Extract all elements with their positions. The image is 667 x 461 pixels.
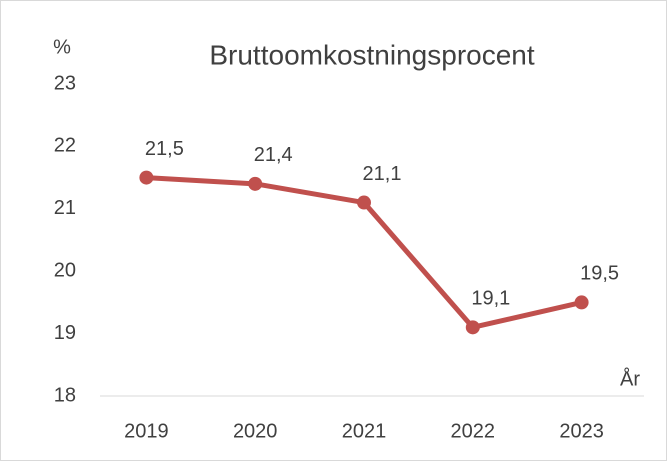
data-label: 19,5 <box>580 263 619 285</box>
y-tick-label: 18 <box>54 384 76 406</box>
data-point <box>357 195 371 210</box>
y-axis-label: % <box>53 36 71 58</box>
x-tick-label: 2020 <box>233 420 278 442</box>
y-tick-label: 19 <box>54 322 76 344</box>
x-tick-label: 2019 <box>124 420 169 442</box>
data-label: 21,4 <box>254 144 293 166</box>
data-point <box>465 320 480 335</box>
data-label: 21,5 <box>145 138 184 160</box>
y-tick-label: 20 <box>54 259 76 281</box>
x-tick-label: 2023 <box>559 420 604 442</box>
data-label: 21,1 <box>363 163 402 185</box>
data-label: 19,1 <box>471 288 510 310</box>
y-tick-label: 23 <box>54 72 76 94</box>
y-tick-label: 21 <box>54 197 76 219</box>
x-tick-label: 2022 <box>451 420 496 442</box>
chart-title: Bruttoomkostningsprocent <box>209 39 535 70</box>
x-axis-label: År <box>620 367 640 390</box>
data-point <box>248 176 263 191</box>
data-point <box>139 170 154 185</box>
y-tick-label: 22 <box>54 135 76 157</box>
x-tick-label: 2021 <box>342 420 387 442</box>
data-point <box>574 295 589 310</box>
